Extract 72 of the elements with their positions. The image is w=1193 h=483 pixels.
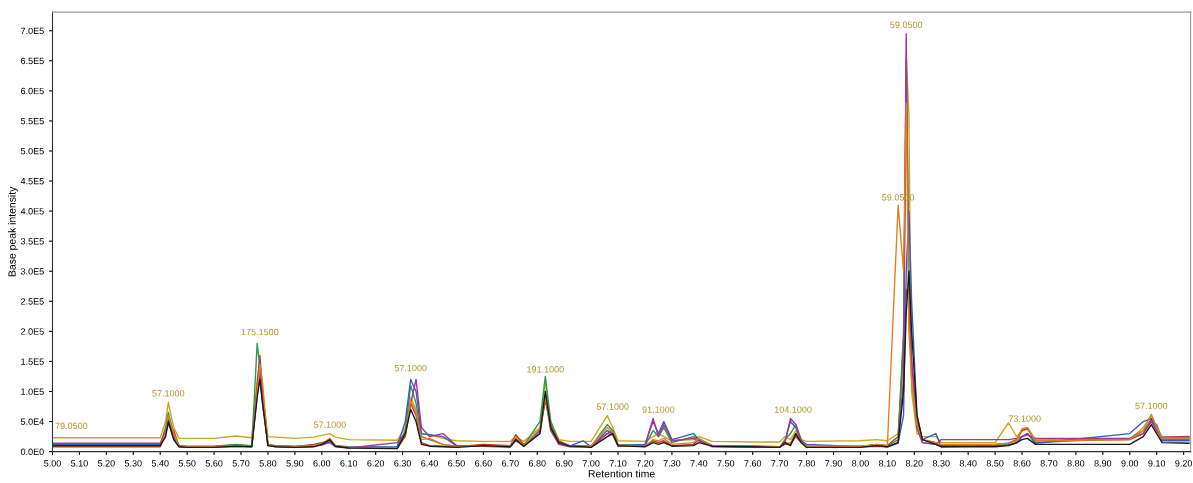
x-tick-label: 9.10 [1148,460,1166,467]
x-tick-label: 6.40 [421,460,438,467]
annotation: 57.1000 [313,421,346,428]
x-tick-label: 6.90 [555,460,573,467]
y-tick-label: 5.0E4 [20,418,44,425]
annotation: 79.0500 [55,422,88,429]
y-tick-label: 5.0E5 [20,147,44,155]
x-tick-label: 6.20 [367,460,385,467]
y-tick-label: 1.5E5 [21,358,44,365]
x-tick-label: 6.00 [313,460,331,467]
x-tick-label: 7.60 [744,460,762,467]
x-tick-label: 6.10 [340,460,358,467]
annotation: 57.1000 [152,390,185,397]
x-tick-label: 8.50 [986,460,1004,467]
x-tick-label: 8.20 [905,460,923,467]
x-tick-label: 7.80 [798,460,815,467]
x-tick-label: 5.40 [151,460,169,467]
annotation: 59.0500 [890,21,923,28]
annotation: 91.1000 [642,406,675,413]
x-tick-label: 7.00 [582,460,600,467]
x-tick-label: 8.40 [959,460,977,467]
y-tick-label: 4.0E5 [20,208,44,215]
annotation: 57.1000 [596,403,629,410]
y-tick-label: 5.5E5 [20,117,44,125]
x-tick-label: 5.10 [71,460,88,467]
x-tick-label: 5.90 [286,460,304,467]
y-tick-label: 3.0E5 [20,268,44,275]
x-tick-label: 7.40 [690,460,708,467]
x-tick-label: 5.60 [205,460,223,467]
y-tick-label: 2.0E5 [21,328,44,335]
x-tick-label: 6.80 [528,460,546,467]
x-tick-label: 5.20 [97,460,115,467]
x-tick-label: 5.70 [232,460,250,467]
y-tick-label: 2.5E5 [21,298,44,305]
x-tick-label: 8.30 [932,460,950,467]
x-tick-label: 7.30 [663,460,681,467]
x-tick-label: 8.00 [852,460,869,467]
annotation: 57.1000 [1135,402,1168,410]
annotation: 104.1000 [774,406,812,413]
x-tick-label: 5.30 [124,460,142,467]
x-tick-label: 6.60 [475,460,492,467]
y-tick-label: 7.0E5 [21,27,44,35]
x-tick-label: 8.90 [1094,460,1112,467]
x-tick-label: 5.80 [259,460,277,467]
annotation: 191.1000 [527,366,564,373]
x-tick-label: 5.50 [178,460,196,467]
y-tick-label: 6.5E5 [21,57,44,65]
y-tick-label: 0.0E0 [20,448,44,455]
y-tick-label: 1.0E5 [21,388,44,395]
x-tick-label: 8.10 [878,460,896,467]
x-tick-label: 7.50 [717,460,735,467]
y-tick-label: 4.5E5 [20,178,44,185]
y-tick-label: 6.0E5 [21,87,44,95]
y-axis-title: Base peak intensity [8,186,18,277]
x-tick-label: 9.20 [1175,460,1193,467]
y-tick-label: 3.5E5 [20,238,44,245]
x-tick-label: 8.60 [1013,460,1031,467]
x-tick-label: 8.70 [1040,460,1058,467]
x-tick-label: 7.20 [636,460,654,467]
x-tick-label: 6.50 [448,460,465,467]
annotation: 57.1000 [394,364,427,372]
x-tick-label: 8.80 [1067,460,1085,467]
annotation: 73.1000 [1008,415,1041,422]
x-tick-label: 7.70 [771,460,789,467]
x-tick-label: 6.30 [394,460,412,467]
x-tick-label: 7.90 [825,460,842,467]
x-tick-label: 7.10 [609,460,627,467]
x-axis-title: Retention time [588,469,655,478]
x-tick-label: 5.00 [44,460,61,467]
x-tick-label: 6.70 [502,460,519,467]
annotation: 175.1500 [241,328,279,336]
x-tick-label: 9.00 [1121,460,1139,467]
